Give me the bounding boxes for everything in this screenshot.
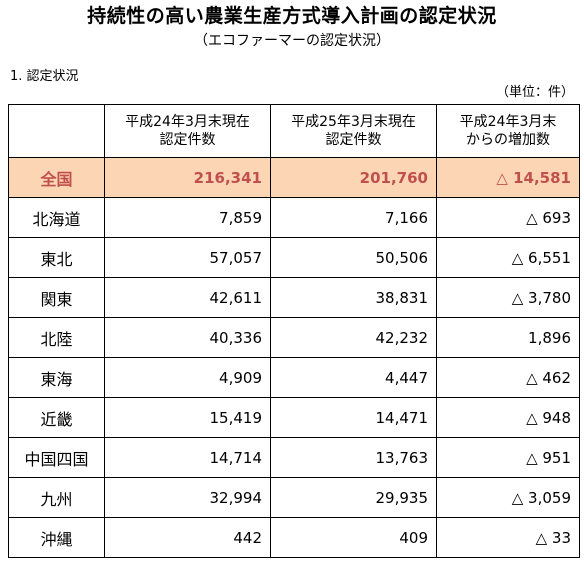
region-cell: 近畿 [8,397,105,438]
change-cell: △ 693 [436,197,580,238]
h24-cell: 7,859 [104,197,271,238]
header-h25-line1: 平成25年3月末現在 [291,114,416,130]
change-cell: △ 3,780 [436,277,580,318]
unit-note: （単位：件） [495,85,574,100]
h24-cell: 15,419 [104,397,271,438]
h24-cell: 42,611 [104,277,271,318]
region-cell: 全国 [8,157,105,198]
change-cell: △ 3,059 [436,477,580,518]
h25-cell: 50,506 [270,237,437,278]
table-row-total: 全国 216,341 201,760 △ 14,581 [8,157,580,198]
change-cell: △ 951 [436,437,580,478]
page-subtitle: （エコファーマーの認定状況） [194,33,390,49]
h25-cell: 13,763 [270,437,437,478]
table-row: 北陸 40,336 42,232 1,896 [8,317,580,358]
region-cell: 東海 [8,357,105,398]
h25-cell: 42,232 [270,317,437,358]
h25-cell: 4,447 [270,357,437,398]
header-change-line2: からの増加数 [466,132,550,148]
h24-cell: 40,336 [104,317,271,358]
h24-cell: 216,341 [104,157,271,198]
header-change: 平成24年3月末 からの増加数 [436,104,580,158]
header-h24-line2: 認定件数 [159,132,216,148]
table-row: 関東 42,611 38,831 △ 3,780 [8,277,580,318]
table-row: 東海 4,909 4,447 △ 462 [8,357,580,398]
region-cell: 北海道 [8,197,105,238]
change-cell: △ 33 [436,517,580,558]
header-h25: 平成25年3月末現在 認定件数 [270,104,437,158]
h25-cell: 7,166 [270,197,437,238]
table-row: 九州 32,994 29,935 △ 3,059 [8,477,580,518]
table-row: 中国四国 14,714 13,763 △ 951 [8,437,580,478]
region-cell: 中国四国 [8,437,105,478]
table-row: 近畿 15,419 14,471 △ 948 [8,397,580,438]
region-cell: 関東 [8,277,105,318]
change-cell: △ 948 [436,397,580,438]
change-cell: △ 6,551 [436,237,580,278]
h24-cell: 32,994 [104,477,271,518]
table-header-row: 平成24年3月末現在 認定件数 平成25年3月末現在 認定件数 平成24年3月末… [8,104,580,158]
page-title: 持続性の高い農業生産方式導入計画の認定状況 [87,5,497,27]
h25-cell: 14,471 [270,397,437,438]
h25-cell: 409 [270,517,437,558]
header-region [8,104,105,158]
section-heading: 1. 認定状況 [10,69,79,84]
h24-cell: 4,909 [104,357,271,398]
h24-cell: 442 [104,517,271,558]
header-h24-line1: 平成24年3月末現在 [125,114,250,130]
change-cell: 1,896 [436,317,580,358]
h24-cell: 57,057 [104,237,271,278]
certification-table: 平成24年3月末現在 認定件数 平成25年3月末現在 認定件数 平成24年3月末… [8,104,580,558]
table-row: 北海道 7,859 7,166 △ 693 [8,197,580,238]
header-h25-line2: 認定件数 [325,132,382,148]
region-cell: 東北 [8,237,105,278]
region-cell: 九州 [8,477,105,518]
h25-cell: 29,935 [270,477,437,518]
header-h24: 平成24年3月末現在 認定件数 [104,104,271,158]
region-cell: 北陸 [8,317,105,358]
change-cell: △ 14,581 [436,157,580,198]
change-cell: △ 462 [436,357,580,398]
region-cell: 沖縄 [8,517,105,558]
h24-cell: 14,714 [104,437,271,478]
table-row: 東北 57,057 50,506 △ 6,551 [8,237,580,278]
h25-cell: 38,831 [270,277,437,318]
header-change-line1: 平成24年3月末 [459,114,557,130]
h25-cell: 201,760 [270,157,437,198]
table-row: 沖縄 442 409 △ 33 [8,517,580,558]
